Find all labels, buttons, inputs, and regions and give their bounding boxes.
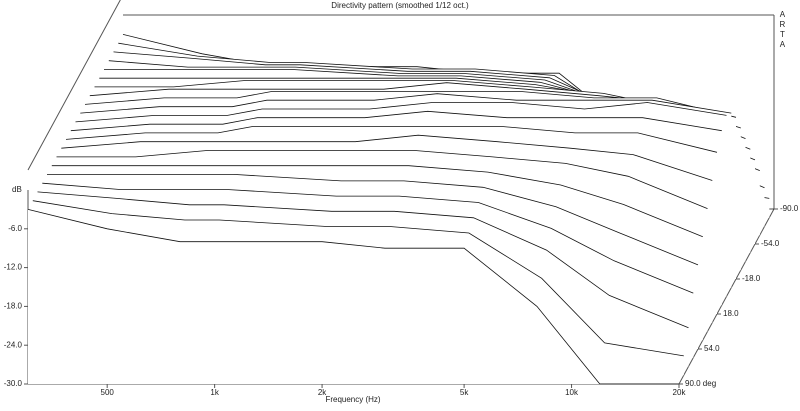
watermark: ARTA — [778, 10, 787, 50]
left-edge — [27, 0, 121, 171]
x-tick-label: 10k — [565, 388, 579, 397]
x-tick-label: 5k — [460, 388, 469, 397]
curves — [27, 34, 774, 385]
curve — [70, 110, 722, 132]
x-tick-label: 1k — [210, 388, 219, 397]
curve — [80, 93, 732, 114]
y-tick-label: -12.0 — [4, 263, 23, 272]
x-tick-label: 500 — [101, 388, 115, 397]
curve — [32, 200, 684, 357]
y-tick-label: -24.0 — [4, 340, 23, 349]
curve — [42, 182, 694, 294]
y-tick-label: -6.0 — [8, 224, 22, 233]
y-tick-label: -18.0 — [4, 302, 23, 311]
z-tick-label: -54.0 — [761, 239, 780, 248]
curve — [61, 134, 713, 181]
x-axis-label: Frequency (Hz) — [325, 395, 380, 404]
y-axis-label: dB — [12, 185, 22, 194]
x-tick-label: 2k — [318, 388, 327, 397]
curve — [56, 150, 708, 209]
curve — [47, 174, 699, 266]
z-tick-label: -90.0 — [780, 204, 799, 213]
curve — [65, 126, 718, 153]
curve — [37, 191, 689, 329]
ticks: 500 1k 2k 5k 10k 20k -30.0 -24.0 -18.0 -12.0 -6.0 9… — [4, 204, 799, 397]
curve — [51, 165, 703, 238]
curve — [27, 209, 679, 385]
z-tick-label: 54.0 — [704, 344, 720, 353]
z-tick-label: 90.0 deg — [685, 379, 716, 388]
z-tick-label: 18.0 — [723, 309, 739, 318]
x-tick-label: 20k — [673, 388, 687, 397]
chart-title: Directivity pattern (smoothed 1/12 oct.) — [331, 1, 469, 10]
curve — [75, 102, 727, 123]
y-tick-label: -30.0 — [4, 379, 23, 388]
z-tick-label: -18.0 — [742, 274, 761, 283]
curve — [84, 91, 737, 118]
curve-fill — [28, 209, 679, 384]
